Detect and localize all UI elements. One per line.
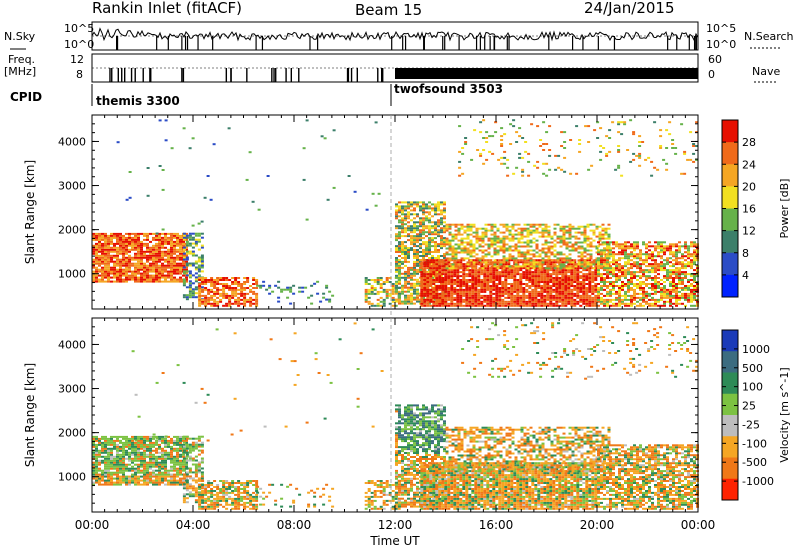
freq-unit-label: [MHz] [4,65,37,78]
beam-label: Beam 15 [355,1,423,19]
power-axes: 1000 2000 3000 4000 Slant Range [km] [23,114,699,310]
nsky-label: N.Sky [4,30,36,43]
colorbar-swatch [722,415,738,437]
freq-trace [109,68,698,82]
nave-tick-top: 60 [708,53,722,66]
colorbar-tick: 24 [742,158,756,171]
colorbar-label: Velocity [m s^-1] [778,367,791,462]
colorbar-tick: 28 [742,136,756,149]
xtick-label: 16:00 [479,518,514,532]
colorbar-tick: 12 [742,225,756,238]
noise-tick-right-bottom: 10^0 [706,38,737,51]
colorbar-swatch [722,478,738,501]
colorbar-tick: 4 [742,269,749,282]
nsearch-label: N.Search [744,30,794,43]
ytick-label: 4000 [58,135,86,148]
colorbar-tick: 1000 [742,343,770,356]
nave-label: Nave [752,65,781,78]
colorbar-tick: -1000 [742,475,774,488]
colorbar-swatch [722,230,738,254]
colorbar-swatch [722,457,738,480]
velocity-data-cells [92,322,699,510]
xtick-label: 20:00 [580,518,615,532]
xtick-label: 00:00 [75,518,110,532]
colorbar-tick: -100 [742,437,767,450]
colorbar-swatch [722,436,738,458]
colorbar-swatch [722,351,738,373]
cpid-segment-twofsound: twofsound 3503 [394,82,503,96]
cpid-segment-themis: themis 3300 [96,94,180,108]
colorbar-tick: 20 [742,180,756,193]
power-panel: 1000 2000 3000 4000 Slant Range [km] [23,114,699,310]
colorbar-swatch [722,274,738,298]
noise-tick-left-top: 10^5 [64,22,95,35]
noise-tick-right-top: 10^5 [706,22,737,35]
colorbar-swatch [722,142,738,165]
colorbar-swatch [722,252,738,276]
xtick-label: 00:00 [681,518,716,532]
ylabel: Slant Range [km] [23,363,37,467]
colorbar-swatch [722,208,738,232]
velocity-colorbar: 1000 500 100 25 -25 -100 -500 -1000 Velocity [m … [721,329,791,501]
colorbar-swatch [722,164,738,187]
colorbar-swatch [722,393,738,416]
colorbar-tick: -25 [742,418,760,431]
ytick-label: 3000 [58,383,86,396]
colorbar-tick: 8 [742,247,749,260]
colorbar-tick: 100 [742,381,763,394]
ylabel: Slant Range [km] [23,160,37,264]
colorbar-tick: 16 [742,203,756,216]
xtick-label: 12:00 [378,518,413,532]
freq-tick-top: 12 [70,53,84,66]
colorbar-tick: -500 [742,456,767,469]
velocity-panel: 1000 2000 3000 4000 Slant Range [km] 00:00 04:… [23,317,716,548]
xtick-label: 08:00 [277,518,312,532]
xlabel: Time UT [369,534,420,548]
noise-tick-left-bottom: 10^0 [64,38,95,51]
ytick-label: 1000 [58,268,86,281]
freq-tick-bottom: 8 [76,68,83,81]
ytick-label: 3000 [58,180,86,193]
noise-trace [91,27,699,50]
colorbar-swatch [722,120,738,143]
date-label: 24/Jan/2015 [584,0,675,17]
chart-title: Rankin Inlet (fitACF) [92,0,243,17]
power-colorbar: 4 8 12 16 20 24 28 Power [dB] [721,119,791,298]
freq-label: Freq. [8,53,36,66]
power-data-cells [92,119,699,307]
colorbar-swatch [722,330,738,352]
xtick-label: 04:00 [176,518,211,532]
colorbar-swatch [722,186,738,209]
ytick-label: 2000 [58,224,86,237]
velocity-axes: 1000 2000 3000 4000 Slant Range [km] 00:00 04:… [23,317,716,548]
ytick-label: 1000 [58,471,86,484]
colorbar-label: Power [dB] [778,179,791,239]
ytick-label: 2000 [58,427,86,440]
colorbar-tick: 25 [742,400,756,413]
ytick-label: 4000 [58,338,86,351]
cpid-label: CPID [10,90,43,104]
colorbar-tick: 500 [742,362,763,375]
nave-tick-bottom: 0 [708,68,715,81]
colorbar-swatch [722,372,738,395]
